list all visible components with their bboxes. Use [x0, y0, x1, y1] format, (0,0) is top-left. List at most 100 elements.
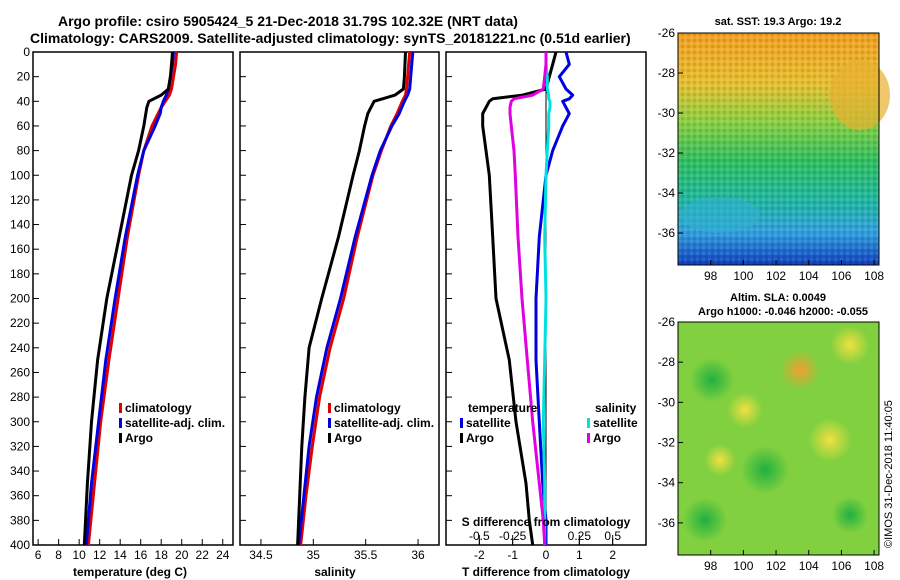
depth-tick-label: 60 [17, 119, 31, 133]
legend-swatch-climatology [119, 403, 122, 413]
x-tick-label: 35 [307, 548, 321, 562]
figure-title-line1: Argo profile: csiro 5905424_5 21-Dec-201… [58, 13, 518, 29]
sla-map-panel: Altim. SLA: 0.0049 Argo h1000: -0.046 h2… [658, 292, 885, 573]
x-tick-label: 12 [93, 548, 107, 562]
x-tick-label: -1 [507, 548, 518, 562]
depth-tick-label: 300 [10, 415, 30, 429]
temperature-panel: 0 20 40 60 80 100 120 140 160 180 200 220 240 260 280 3… [10, 45, 234, 579]
s-difference-axis: -0.5 -0.25 0.25 0.5 [469, 529, 621, 545]
salinity-xlabel: salinity [314, 565, 356, 579]
s-difference-xlabel: S difference from climatology [462, 515, 631, 529]
legend-swatch-argo [328, 433, 331, 443]
depth-tick-label: 120 [10, 193, 30, 207]
lon-tick-label: 104 [799, 269, 819, 283]
temperature-lines [82, 51, 179, 546]
legend-swatch-t-argo [460, 433, 463, 443]
t-difference-xlabel: T difference from climatology [462, 565, 630, 579]
x-tick-label: 8 [55, 548, 62, 562]
depth-tick-label: 160 [10, 242, 30, 256]
x-tick-label: 35.5 [354, 548, 378, 562]
lat-tick-label: -26 [658, 315, 676, 329]
imos-credit: ©IMOS 31-Dec-2018 11:40:05 [883, 400, 895, 548]
lon-tick-label: 102 [766, 269, 786, 283]
legend-argo: Argo [125, 431, 153, 445]
sla-lat-axis: -26 -28 -30 -32 -34 -36 [658, 315, 683, 530]
x-tick-label: 6 [35, 548, 42, 562]
legend-title-salinity: salinity [595, 401, 637, 415]
lat-tick-label: -26 [658, 26, 676, 40]
sla-map-subtitle: Argo h1000: -0.046 h2000: -0.055 [698, 306, 868, 318]
sla-high-patch [704, 444, 736, 476]
sst-lon-axis: 98 100 102 104 106 108 [704, 260, 884, 283]
s-tick-label: 0.25 [568, 529, 592, 543]
sla-low-patch [683, 498, 727, 542]
lat-tick-label: -30 [658, 395, 676, 409]
sst-map-title: sat. SST: 19.3 Argo: 19.2 [715, 16, 842, 28]
figure-title-line2: Climatology: CARS2009. Satellite-adjuste… [30, 30, 631, 46]
x-tick-label: 10 [72, 548, 86, 562]
legend-climatology: climatology [334, 401, 401, 415]
depth-tick-label: 360 [10, 489, 30, 503]
legend-swatch-satellite [119, 418, 122, 428]
s-tick-label: 0.5 [604, 529, 621, 543]
depth-tick-label: 380 [10, 513, 30, 527]
lat-tick-label: -30 [658, 106, 676, 120]
sla-low-patch [741, 446, 789, 494]
legend-swatch-s-argo [587, 433, 590, 443]
temperature-legend: climatology satellite-adj. clim. Argo [119, 401, 225, 445]
depth-tick-label: 280 [10, 390, 30, 404]
lat-tick-label: -28 [658, 66, 676, 80]
lon-tick-label: 104 [799, 559, 819, 573]
sla-lon-axis: 98 100 102 104 106 108 [704, 550, 884, 573]
legend-t-satellite: satellite [466, 416, 511, 430]
s-tick-label: -0.5 [469, 529, 490, 543]
depth-tick-label: 200 [10, 292, 30, 306]
lat-tick-label: -36 [658, 516, 676, 530]
sst-lat-axis: -26 -28 -30 -32 -34 -36 [658, 26, 683, 240]
x-tick-label: 20 [175, 548, 189, 562]
temperature-axis: 6 8 10 12 14 16 18 20 22 24 [35, 539, 230, 562]
legend-title-temperature: temperature [468, 401, 538, 415]
salinity-panel: 34.5 35 35.5 36 salinity climatology satell… [239, 51, 440, 579]
lon-tick-label: 108 [864, 269, 884, 283]
sla-high-patch [808, 418, 852, 462]
lon-tick-label: 102 [766, 559, 786, 573]
lon-tick-label: 98 [704, 269, 718, 283]
x-tick-label: 18 [155, 548, 169, 562]
legend-swatch-climatology [328, 403, 331, 413]
lon-tick-label: 100 [733, 559, 753, 573]
series-line-satellite-adj-clim- [84, 51, 175, 546]
depth-tick-label: 180 [10, 267, 30, 281]
salinity-legend: climatology satellite-adj. clim. Argo [328, 401, 434, 445]
temperature-xlabel: temperature (deg C) [73, 565, 187, 579]
series-line-s-satellite [541, 52, 552, 545]
depth-tick-label: 140 [10, 218, 30, 232]
x-tick-label: 14 [113, 548, 127, 562]
lat-tick-label: -34 [658, 476, 676, 490]
x-tick-label: 2 [609, 548, 616, 562]
depth-tick-label: 340 [10, 464, 30, 478]
lon-tick-label: 108 [864, 559, 884, 573]
lat-tick-label: -34 [658, 186, 676, 200]
lon-tick-label: 106 [831, 559, 851, 573]
series-line-argo [296, 51, 407, 546]
sst-frame [677, 32, 880, 266]
depth-tick-label: 20 [17, 70, 31, 84]
x-tick-label: 34.5 [249, 548, 273, 562]
lat-tick-label: -32 [658, 146, 676, 160]
s-tick-label: -0.25 [499, 529, 527, 543]
depth-tick-label: 260 [10, 365, 30, 379]
series-line-t-satellite [534, 51, 575, 545]
lat-tick-label: -32 [658, 436, 676, 450]
legend-swatch-argo [119, 433, 122, 443]
depth-tick-label: 80 [17, 144, 31, 158]
salinity-lines [296, 51, 415, 546]
series-line-argo [82, 51, 174, 546]
legend-t-argo: Argo [466, 431, 494, 445]
x-tick-label: -2 [474, 548, 485, 562]
depth-tick-label: 40 [17, 94, 31, 108]
depth-tick-label: 0 [23, 45, 30, 59]
depth-axis: 0 20 40 60 80 100 120 140 160 180 200 220 240 260 280 3… [10, 45, 39, 552]
series-line-s-argo [508, 52, 548, 546]
